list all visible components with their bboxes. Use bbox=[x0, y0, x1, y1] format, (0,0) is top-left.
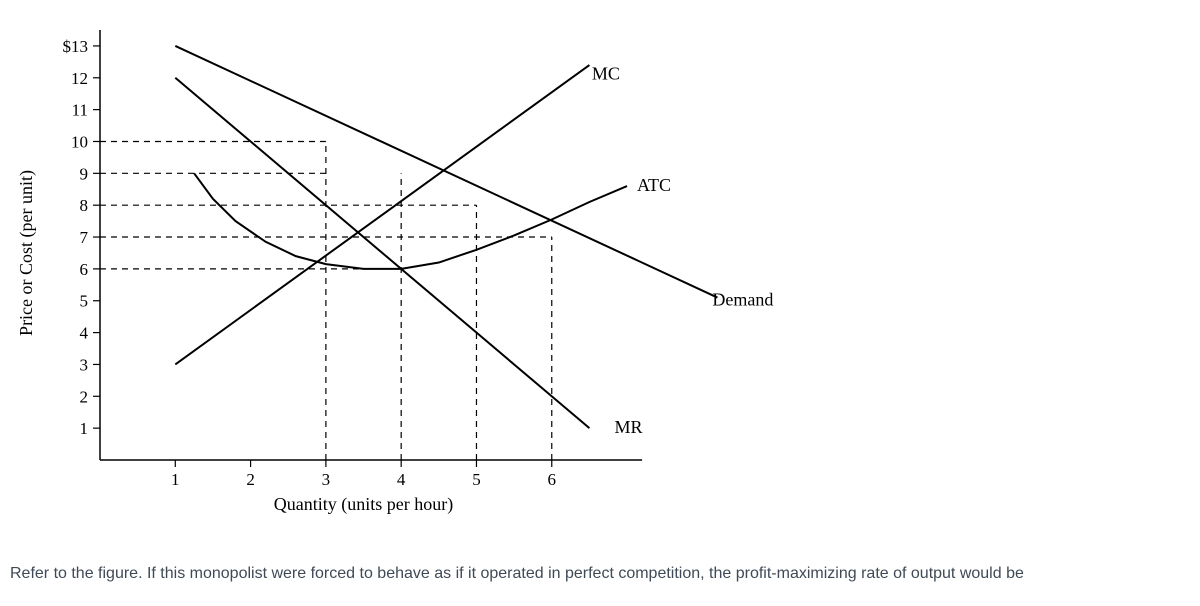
y-tick-label: 11 bbox=[72, 101, 88, 120]
x-tick-label: 3 bbox=[322, 470, 331, 489]
y-tick-label: $13 bbox=[63, 37, 89, 56]
y-tick-label: 2 bbox=[80, 387, 89, 406]
curve-ATC bbox=[194, 173, 627, 269]
curve-MR bbox=[175, 78, 589, 428]
curve-MC bbox=[175, 65, 589, 364]
x-axis-label: Quantity (units per hour) bbox=[274, 494, 453, 515]
y-tick-label: 8 bbox=[80, 196, 89, 215]
x-tick-label: 6 bbox=[548, 470, 557, 489]
y-tick-label: 9 bbox=[80, 164, 89, 183]
question-text: Refer to the figure. If this monopolist … bbox=[10, 565, 1190, 583]
x-tick-label: 2 bbox=[246, 470, 255, 489]
x-tick-label: 1 bbox=[171, 470, 180, 489]
y-tick-label: 6 bbox=[80, 260, 89, 279]
curve-label-MC: MC bbox=[592, 64, 620, 84]
y-tick-label: 7 bbox=[80, 228, 89, 247]
y-tick-label: 4 bbox=[80, 324, 89, 343]
x-tick-label: 4 bbox=[397, 470, 406, 489]
y-tick-label: 10 bbox=[71, 132, 88, 151]
y-tick-label: 1 bbox=[80, 419, 89, 438]
monopoly-cost-chart: 123456789101112$13123456Quantity (units … bbox=[10, 10, 1190, 535]
curve-label-MR: MR bbox=[614, 417, 642, 437]
x-tick-label: 5 bbox=[472, 470, 481, 489]
y-tick-label: 5 bbox=[80, 292, 89, 311]
curve-label-ATC: ATC bbox=[637, 175, 671, 195]
curve-label-Demand: Demand bbox=[712, 290, 773, 310]
chart-svg: 123456789101112$13123456Quantity (units … bbox=[10, 10, 790, 530]
y-tick-label: 12 bbox=[71, 69, 88, 88]
y-axis-label: Price or Cost (per unit) bbox=[16, 170, 37, 336]
y-tick-label: 3 bbox=[80, 355, 89, 374]
